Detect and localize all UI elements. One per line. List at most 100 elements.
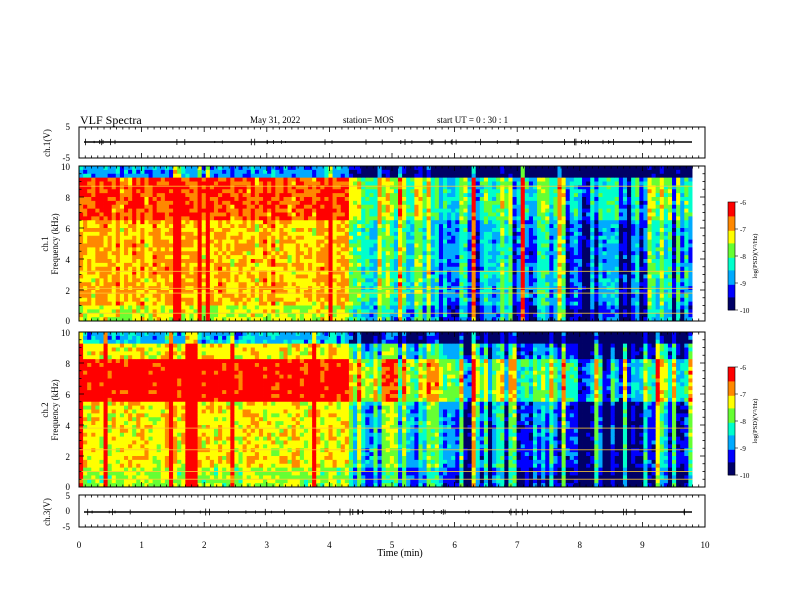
- spectrogram-cell: [577, 173, 583, 179]
- spectrogram-cell: [242, 208, 248, 213]
- spectrogram-cell: [328, 293, 333, 299]
- spectrogram-cell: [119, 235, 125, 241]
- spectrogram-cell: [557, 266, 562, 272]
- spectrogram-cell: [369, 181, 374, 186]
- spectrogram-cell: [287, 208, 293, 213]
- spectrogram-cell: [402, 193, 407, 198]
- spectrogram-cell: [573, 270, 579, 275]
- spectrogram-cell: [344, 239, 350, 244]
- spectrogram-cell: [422, 290, 428, 295]
- spectrogram-cell: [316, 270, 321, 275]
- spectrogram-cell: [406, 259, 411, 264]
- spectrogram-cell: [479, 181, 485, 186]
- spectrogram-cell: [443, 169, 448, 175]
- spectrogram-cell: [479, 224, 485, 229]
- spectrogram-cell: [369, 177, 374, 182]
- spectrogram-cell: [496, 224, 501, 229]
- spectrogram-cell: [111, 197, 117, 202]
- spectrogram-cell: [438, 290, 444, 295]
- spectrogram-cell: [156, 224, 162, 229]
- spectrogram-cell: [107, 309, 113, 314]
- spectrogram-cell: [573, 282, 579, 287]
- spectrogram-cell: [213, 193, 219, 198]
- spectrogram-cell: [332, 166, 338, 171]
- spectrogram-cell: [213, 208, 219, 213]
- spectrogram-cell: [492, 259, 497, 264]
- spectrogram-cell: [140, 243, 145, 248]
- spectrogram-cell: [156, 228, 162, 233]
- spectrogram-cell: [83, 216, 88, 221]
- spectrogram-cell: [99, 177, 104, 182]
- spectrogram-cell: [504, 200, 509, 206]
- spectrogram-cell: [95, 208, 100, 213]
- spectrogram-cell: [123, 185, 129, 190]
- spectrogram-cell: [447, 309, 452, 314]
- spectrogram-cell: [369, 282, 374, 287]
- spectrogram-cell: [463, 270, 468, 275]
- spectrogram-cell: [402, 251, 407, 256]
- spectrogram-cell: [541, 243, 546, 248]
- spectrogram-cell: [173, 290, 178, 295]
- spectrogram-cell: [422, 255, 428, 260]
- spectrogram-cell: [508, 282, 513, 287]
- spectrogram-cell: [91, 251, 96, 256]
- spectrogram-cell: [528, 181, 534, 186]
- spectrogram-cell: [91, 173, 96, 179]
- spectrogram-cell: [393, 259, 399, 264]
- spectrogram-cell: [99, 235, 104, 241]
- spectrogram-cell: [107, 297, 113, 303]
- spectrogram-cell: [107, 274, 113, 279]
- spectrogram-cell: [332, 293, 338, 299]
- spectrogram-cell: [226, 239, 231, 244]
- spectrogram-cell: [516, 224, 522, 229]
- spectrogram-cell: [222, 293, 227, 299]
- spectrogram-cell: [250, 266, 256, 272]
- spectrogram-cell: [185, 189, 190, 194]
- spectrogram-cell: [385, 235, 391, 241]
- spectrogram-cell: [173, 251, 178, 256]
- spectrogram-cell: [156, 208, 162, 213]
- spectrogram-cell: [177, 228, 182, 233]
- spectrogram-cell: [271, 181, 276, 186]
- spectrogram-cell: [283, 309, 288, 314]
- spectrogram-cell: [177, 313, 182, 318]
- spectrogram-cell: [545, 251, 550, 256]
- spectrogram-cell: [213, 224, 219, 229]
- spectrogram-cell: [557, 169, 562, 175]
- spectrogram-cell: [553, 290, 558, 295]
- spectrogram-cell: [336, 177, 342, 182]
- spectrogram-cell: [287, 255, 293, 260]
- spectrogram-cell: [483, 216, 489, 221]
- spectrogram-cell: [398, 317, 403, 322]
- spectrogram-cell: [193, 208, 199, 213]
- spectrogram-cell: [524, 177, 530, 182]
- spectrogram-cell: [361, 247, 366, 252]
- spectrogram-cell: [320, 208, 325, 213]
- spectrogram-cell: [152, 313, 158, 318]
- spectrogram-cell: [553, 293, 558, 299]
- spectrogram-cell: [197, 224, 203, 229]
- spectrogram-cell: [545, 274, 550, 279]
- spectrogram-cell: [324, 200, 329, 206]
- spectrogram-cell: [459, 235, 464, 241]
- spectrogram-cell: [438, 293, 444, 299]
- spectrogram-cell: [504, 317, 509, 322]
- spectrogram-cell: [123, 220, 129, 225]
- spectrogram-cell: [418, 305, 423, 310]
- spectrogram-cell: [148, 305, 154, 310]
- spectrogram-cell: [213, 259, 219, 264]
- spectrogram-cell: [569, 185, 575, 190]
- spectrogram-cell: [512, 239, 518, 244]
- spectrogram-cell: [136, 173, 141, 179]
- spectrogram-cell: [246, 301, 252, 306]
- spectrogram-cell: [508, 274, 513, 279]
- spectrogram-cell: [582, 166, 587, 171]
- spectrogram-cell: [418, 193, 423, 198]
- spectrogram-cell: [393, 262, 399, 268]
- spectrogram-cell: [438, 270, 444, 275]
- spectrogram-cell: [83, 290, 88, 295]
- spectrogram-cell: [402, 297, 407, 303]
- spectrogram-cell: [561, 266, 567, 272]
- spectrogram-cell: [193, 262, 199, 268]
- spectrogram-cell: [250, 200, 256, 206]
